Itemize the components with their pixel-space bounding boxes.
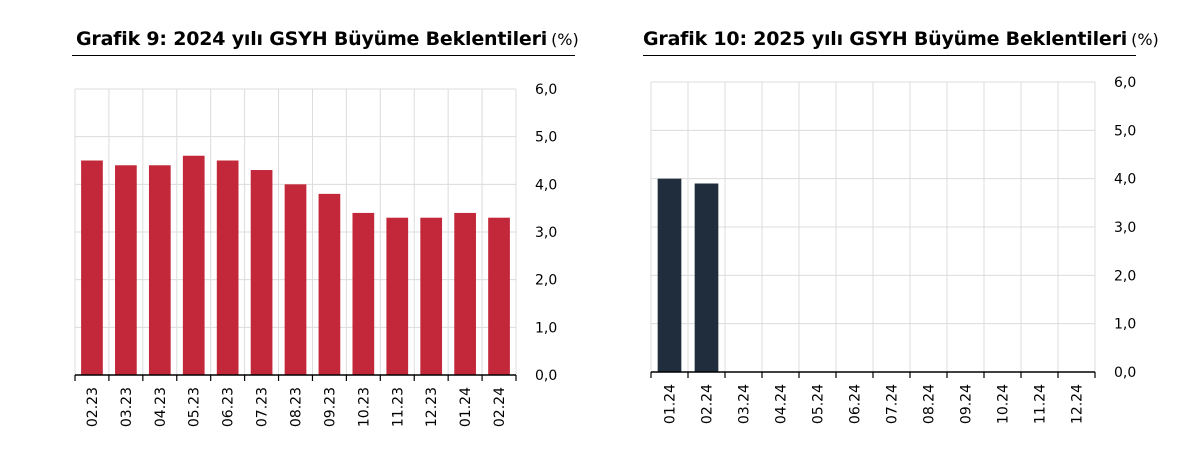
- bar-01.24: [657, 178, 682, 372]
- x-tick-label: 08.24: [922, 384, 938, 424]
- y-tick-label: 1,0: [535, 320, 557, 336]
- chart-title-grafik-10: Grafik 10: 2025 yılı GSYH Büyüme Beklent…: [643, 28, 1159, 50]
- title-underline: [643, 55, 1136, 56]
- x-tick-label: 11.23: [390, 387, 406, 427]
- x-tick-label: 01.24: [663, 384, 679, 424]
- bar-03.23: [115, 165, 137, 375]
- y-tick-label: 3,0: [1114, 220, 1136, 236]
- bar-chart-grafik-9: 0,0 1,0 2,0 3,0 4,0 5,0 6,0 02.23 03.23 04.23 05.2…: [74, 82, 557, 427]
- chart-title-grafik-9: Grafik 9: 2024 yılı GSYH Büyüme Beklenti…: [76, 28, 579, 50]
- chart-title-unit: (%): [551, 30, 579, 49]
- bar-07.23: [250, 170, 273, 375]
- y-tick-label: 5,0: [1114, 123, 1136, 139]
- x-tick-label: 09.24: [959, 384, 975, 424]
- y-tick-label: 1,0: [1114, 317, 1136, 333]
- y-tick-label: 3,0: [535, 225, 557, 241]
- y-tick-label: 4,0: [1114, 172, 1136, 188]
- y-tick-label: 6,0: [535, 82, 557, 98]
- bar-02.24: [488, 217, 510, 375]
- x-tick-label: 06.24: [848, 384, 864, 424]
- bar-11.23: [386, 217, 409, 375]
- x-tick-label: 05.24: [811, 384, 827, 424]
- x-tick-label: 04.23: [153, 387, 169, 427]
- bar-05.23: [182, 155, 205, 375]
- bar-04.23: [148, 165, 171, 375]
- bar-02.24: [694, 183, 719, 372]
- y-tick-label: 6,0: [1114, 75, 1136, 91]
- x-tick-label: 10.23: [356, 387, 372, 427]
- y-tick-label: 4,0: [535, 177, 557, 193]
- bar-10.23: [352, 212, 375, 375]
- y-tick-label: 2,0: [1114, 268, 1136, 284]
- bar-09.23: [318, 193, 341, 375]
- bar-12.23: [420, 217, 443, 375]
- x-tick-label: 05.23: [187, 387, 203, 427]
- bar-06.23: [216, 160, 239, 375]
- x-tick-label: 04.24: [774, 384, 790, 424]
- x-tick-label: 07.24: [885, 384, 901, 424]
- x-tick-label: 09.23: [322, 387, 338, 427]
- chart-title-unit: (%): [1131, 30, 1159, 49]
- x-tick-label: 11.24: [1033, 384, 1049, 424]
- chart-title-main: Grafik 9: 2024 yılı GSYH Büyüme Beklenti…: [76, 28, 548, 50]
- y-tick-label: 0,0: [1114, 365, 1136, 381]
- x-tick-label: 02.23: [85, 387, 101, 427]
- x-tick-label: 03.24: [737, 384, 753, 424]
- x-tick-label: 08.23: [289, 387, 305, 427]
- bar-02.23: [81, 160, 103, 375]
- title-underline: [72, 55, 575, 56]
- x-tick-label: 01.24: [458, 387, 474, 427]
- bar-01.24: [454, 212, 476, 375]
- x-tick-label: 07.23: [255, 387, 271, 427]
- y-tick-label: 5,0: [535, 130, 557, 146]
- x-tick-label: 10.24: [996, 384, 1012, 424]
- x-tick-label: 12.23: [424, 387, 440, 427]
- bar-08.23: [284, 184, 307, 375]
- y-tick-label: 2,0: [535, 273, 557, 289]
- x-tick-label: 02.24: [492, 387, 508, 427]
- chart-title-main: Grafik 10: 2025 yılı GSYH Büyüme Beklent…: [643, 28, 1128, 50]
- x-tick-label: 06.23: [221, 387, 237, 427]
- x-tick-label: 12.24: [1070, 384, 1086, 424]
- x-tick-label: 03.23: [119, 387, 135, 427]
- y-tick-label: 0,0: [535, 368, 557, 384]
- x-tick-label: 02.24: [700, 384, 716, 424]
